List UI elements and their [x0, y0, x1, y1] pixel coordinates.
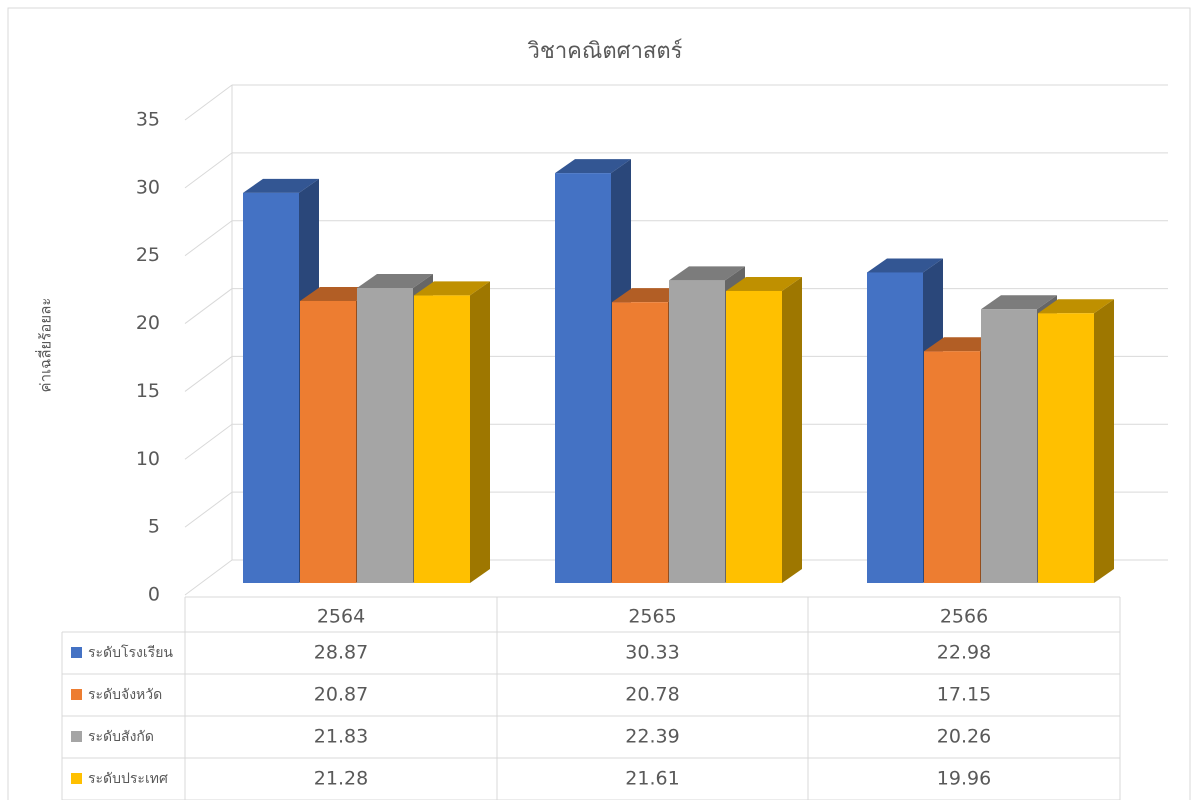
- bar-top: [669, 266, 745, 281]
- table-value: 20.26: [937, 726, 991, 748]
- y-tick-label: 35: [136, 109, 160, 131]
- grid-line-side: [184, 288, 233, 324]
- bar: [300, 300, 356, 583]
- bar-top: [555, 159, 631, 174]
- x-tick-label: 2566: [940, 606, 988, 628]
- y-tick-label: 25: [136, 244, 160, 266]
- bar: [357, 287, 413, 583]
- bar-top: [357, 273, 433, 288]
- legend-swatch: [71, 731, 82, 742]
- table-value: 20.78: [625, 684, 679, 706]
- table-value: 30.33: [625, 642, 679, 664]
- legend-label: ระดับโรงเรียน: [88, 644, 173, 661]
- bar-top: [867, 258, 943, 273]
- bar: [867, 272, 923, 583]
- table-value: 22.39: [625, 726, 679, 748]
- y-tick-label: 5: [148, 516, 160, 538]
- table-value: 21.83: [314, 726, 368, 748]
- bar: [243, 192, 299, 583]
- chart-title: วิชาคณิตศาสตร์: [527, 39, 683, 64]
- legend-label: ระดับจังหวัด: [88, 687, 162, 703]
- grid-line-side: [184, 84, 233, 121]
- y-axis-label: ค่าเฉลี่ยร้อยละ: [35, 298, 55, 393]
- grid-line-side: [184, 356, 233, 392]
- bar-top: [243, 178, 319, 193]
- bar: [924, 351, 980, 583]
- y-tick-label: 15: [136, 380, 160, 402]
- legend-label: ระดับประเทศ: [88, 771, 168, 787]
- bar: [555, 173, 611, 584]
- bar: [612, 302, 668, 583]
- table-value: 21.61: [625, 768, 679, 790]
- x-tick-label: 2564: [317, 606, 365, 628]
- bar: [981, 309, 1037, 583]
- grid-line-side: [184, 423, 233, 460]
- bar-top: [1038, 299, 1114, 314]
- legend-swatch: [71, 773, 82, 784]
- bar: [669, 280, 725, 583]
- y-tick-label: 0: [148, 584, 160, 606]
- bar-side: [470, 281, 490, 583]
- y-tick-label: 30: [136, 176, 160, 198]
- bar-top: [981, 295, 1057, 310]
- bar: [1038, 313, 1094, 583]
- legend-swatch: [71, 647, 82, 658]
- bar-top: [726, 276, 802, 291]
- grid-line-side: [184, 491, 233, 528]
- grid-line-side: [184, 220, 233, 257]
- legend-swatch: [71, 689, 82, 700]
- table-value: 19.96: [937, 768, 991, 790]
- x-tick-label: 2565: [628, 606, 676, 628]
- y-tick-label: 20: [136, 312, 160, 334]
- grid-line-side: [184, 152, 233, 189]
- table-value: 28.87: [314, 642, 368, 664]
- bar-side: [1094, 299, 1114, 583]
- table-value: 17.15: [937, 684, 991, 706]
- table-value: 21.28: [314, 768, 368, 790]
- bar-top: [414, 281, 490, 296]
- bar: [726, 290, 782, 583]
- table-value: 20.87: [314, 684, 368, 706]
- legend-label: ระดับสังกัด: [88, 729, 154, 745]
- table-value: 22.98: [937, 642, 991, 664]
- y-tick-label: 10: [136, 448, 160, 470]
- grid-line-side: [184, 559, 233, 596]
- bar: [414, 295, 470, 583]
- bar-side: [782, 276, 802, 583]
